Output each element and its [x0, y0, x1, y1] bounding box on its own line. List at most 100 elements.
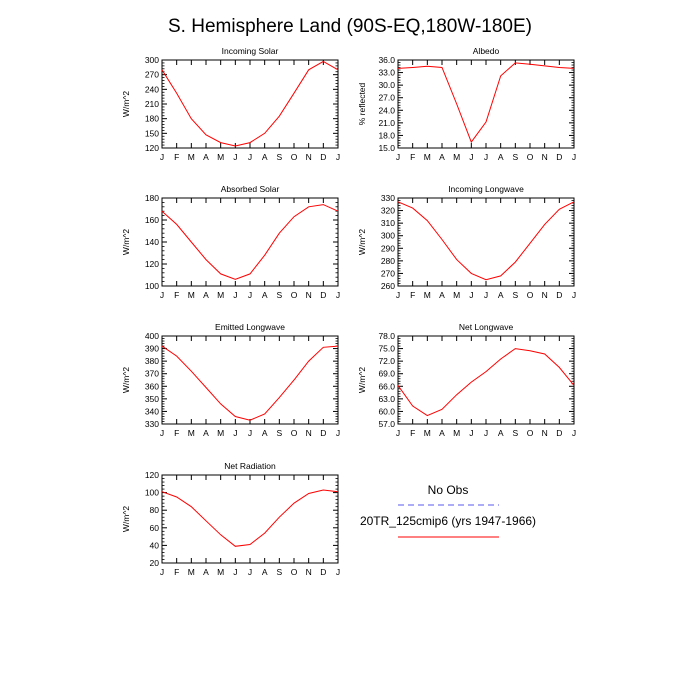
- x-tick-label: F: [410, 290, 415, 300]
- y-axis-label: W/m^2: [121, 367, 131, 393]
- y-tick-label: 80: [150, 505, 160, 515]
- series-line: [397, 62, 575, 144]
- x-tick-label: J: [248, 428, 252, 438]
- y-tick-label: 260: [381, 281, 395, 291]
- x-tick-label: O: [527, 152, 534, 162]
- x-tick-label: N: [306, 152, 312, 162]
- x-tick-label: A: [203, 152, 209, 162]
- plot-frame: [397, 59, 575, 149]
- panel-title: Absorbed Solar: [221, 184, 280, 194]
- x-tick-label: J: [469, 428, 473, 438]
- x-tick-label: A: [439, 152, 445, 162]
- x-tick-label: J: [572, 428, 576, 438]
- x-tick-label: A: [262, 152, 268, 162]
- x-tick-label: J: [336, 567, 340, 577]
- x-tick-label: A: [203, 567, 209, 577]
- y-tick-label: 240: [145, 84, 159, 94]
- panel-net-longwave: Net Longwave 57.0 60.0 63.0 66.0 69.0 72.0 75.0…: [357, 322, 576, 438]
- main-title: S. Hemisphere Land (90S-EQ,180W-180E): [168, 16, 532, 37]
- y-tick-label: 290: [381, 243, 395, 253]
- y-tick-label: 360: [145, 381, 159, 391]
- y-tick-label: 120: [145, 259, 159, 269]
- x-tick-label: F: [410, 152, 415, 162]
- y-tick-label: 18.0: [378, 130, 395, 140]
- y-axis-label: % reflected: [357, 82, 367, 125]
- x-tick-label: F: [410, 428, 415, 438]
- y-tick-label: 21.0: [378, 118, 395, 128]
- y-tick-label: 390: [145, 344, 159, 354]
- y-tick-label: 310: [381, 218, 395, 228]
- y-tick-label: 330: [145, 419, 159, 429]
- x-tick-label: M: [453, 152, 460, 162]
- y-tick-label: 30.0: [378, 80, 395, 90]
- x-tick-label: M: [453, 428, 460, 438]
- x-tick-label: J: [248, 290, 252, 300]
- y-tick-label: 300: [381, 231, 395, 241]
- x-tick-label: J: [233, 567, 237, 577]
- x-tick-label: A: [203, 290, 209, 300]
- x-tick-label: D: [320, 152, 326, 162]
- x-tick-label: J: [233, 290, 237, 300]
- y-tick-label: 15.0: [378, 143, 395, 153]
- x-tick-label: S: [276, 428, 282, 438]
- panel-title: Emitted Longwave: [215, 322, 285, 332]
- x-tick-label: F: [174, 152, 179, 162]
- x-tick-label: A: [262, 567, 268, 577]
- y-tick-label: 27.0: [378, 93, 395, 103]
- x-tick-label: N: [306, 290, 312, 300]
- y-tick-label: 270: [381, 268, 395, 278]
- y-tick-label: 60.0: [378, 406, 395, 416]
- y-tick-label: 350: [145, 394, 159, 404]
- x-tick-label: N: [542, 290, 548, 300]
- x-tick-label: J: [248, 152, 252, 162]
- y-tick-label: 270: [145, 70, 159, 80]
- plot-frame: [161, 197, 339, 287]
- x-tick-label: A: [439, 290, 445, 300]
- x-tick-label: M: [188, 567, 195, 577]
- x-tick-label: S: [276, 567, 282, 577]
- y-tick-label: 20: [150, 558, 160, 568]
- panel-title: Albedo: [473, 46, 500, 56]
- x-tick-label: J: [160, 290, 164, 300]
- x-tick-label: J: [396, 152, 400, 162]
- y-tick-label: 160: [145, 215, 159, 225]
- y-tick-label: 320: [381, 206, 395, 216]
- x-tick-label: A: [262, 290, 268, 300]
- series-line: [161, 345, 339, 421]
- y-tick-label: 340: [145, 406, 159, 416]
- x-tick-label: J: [336, 152, 340, 162]
- x-tick-label: A: [203, 428, 209, 438]
- x-tick-label: D: [320, 290, 326, 300]
- x-tick-label: J: [484, 152, 488, 162]
- y-tick-label: 100: [145, 281, 159, 291]
- y-tick-label: 180: [145, 193, 159, 203]
- x-tick-label: J: [469, 152, 473, 162]
- x-tick-label: A: [498, 152, 504, 162]
- x-tick-label: M: [424, 290, 431, 300]
- x-tick-label: O: [527, 290, 534, 300]
- y-tick-label: 69.0: [378, 369, 395, 379]
- x-tick-label: M: [424, 152, 431, 162]
- x-tick-label: M: [188, 290, 195, 300]
- x-tick-label: J: [160, 428, 164, 438]
- y-tick-label: 63.0: [378, 394, 395, 404]
- y-axis-label: W/m^2: [121, 91, 131, 117]
- series-line: [397, 348, 575, 417]
- x-tick-label: M: [217, 567, 224, 577]
- panel-title: Incoming Solar: [222, 46, 279, 56]
- x-tick-label: J: [336, 290, 340, 300]
- panel-incoming-longwave: Incoming Longwave 260 270 280 290 300 310 320 33…: [357, 184, 576, 300]
- panel-title: Net Longwave: [459, 322, 514, 332]
- y-tick-label: 57.0: [378, 419, 395, 429]
- y-tick-label: 400: [145, 331, 159, 341]
- y-tick-label: 78.0: [378, 331, 395, 341]
- x-tick-label: O: [291, 152, 298, 162]
- x-tick-label: M: [188, 152, 195, 162]
- plot-frame: [397, 335, 575, 425]
- y-tick-label: 150: [145, 128, 159, 138]
- x-tick-label: J: [160, 567, 164, 577]
- y-tick-label: 100: [145, 488, 159, 498]
- y-tick-label: 120: [145, 143, 159, 153]
